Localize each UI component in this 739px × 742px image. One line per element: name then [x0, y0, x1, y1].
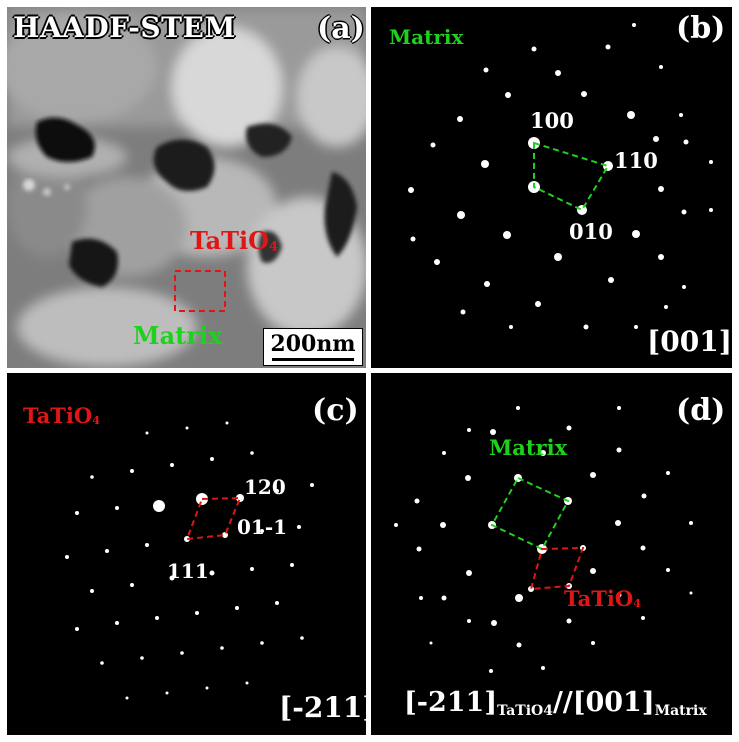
tatio4-unit-cell	[531, 548, 583, 589]
spot-010	[577, 205, 587, 215]
spot-label-120: 120	[244, 475, 286, 499]
panel-b-zone-axis: [001]	[647, 325, 732, 358]
panel-d-precipitate-label: TaTiO4	[564, 586, 641, 611]
micrograph-graphic	[7, 7, 366, 368]
scale-bar-label: 200nm	[264, 331, 362, 357]
matrix-unit-cell	[534, 143, 608, 210]
diffraction-pattern-b	[371, 7, 732, 368]
panel-d-combined-diffraction: (d) Matrix TaTiO4 [-211]TaTiO4//[001]Mat…	[371, 373, 732, 735]
panel-a-haadf-stem-image: HAADF-STEM (a) TaTiO4 Matrix 200nm	[7, 7, 366, 368]
spot-label-01-1: 01-1	[237, 515, 287, 539]
panel-b-phase-label: Matrix	[389, 25, 463, 49]
spot-label-111: 111	[167, 559, 209, 583]
scale-bar: 200nm	[263, 328, 363, 366]
spot-transmitted	[153, 500, 165, 512]
matrix-unit-cell	[492, 478, 568, 549]
panel-d-orientation-relationship: [-211]TaTiO4//[001]Matrix	[404, 687, 707, 719]
panel-a-letter: (a)	[317, 11, 365, 46]
panel-d-letter: (d)	[676, 393, 725, 428]
spot-label-100: 100	[530, 108, 574, 133]
panel-c-letter: (c)	[312, 393, 359, 428]
spot-label-110: 110	[614, 148, 658, 173]
panel-b-matrix-diffraction: Matrix (b) 100 110 010 [001]	[371, 7, 732, 368]
panel-b-letter: (b)	[676, 11, 725, 46]
spot-label-010: 010	[569, 219, 613, 244]
panel-c-zone-axis: [-211]	[279, 691, 366, 724]
panel-a-matrix-label: Matrix	[133, 321, 222, 350]
panel-d-matrix-label: Matrix	[489, 435, 567, 460]
scale-bar-line	[272, 358, 354, 361]
panel-a-precipitate-label: TaTiO4	[190, 226, 278, 255]
panel-a-title: HAADF-STEM	[13, 11, 236, 44]
tatio4-unit-cell	[187, 498, 240, 539]
panel-c-tatio4-diffraction: TaTiO4 (c) 120 01-1 111 [-211]	[7, 373, 366, 735]
panel-c-phase-label: TaTiO4	[23, 403, 100, 428]
spot-110	[603, 161, 613, 171]
